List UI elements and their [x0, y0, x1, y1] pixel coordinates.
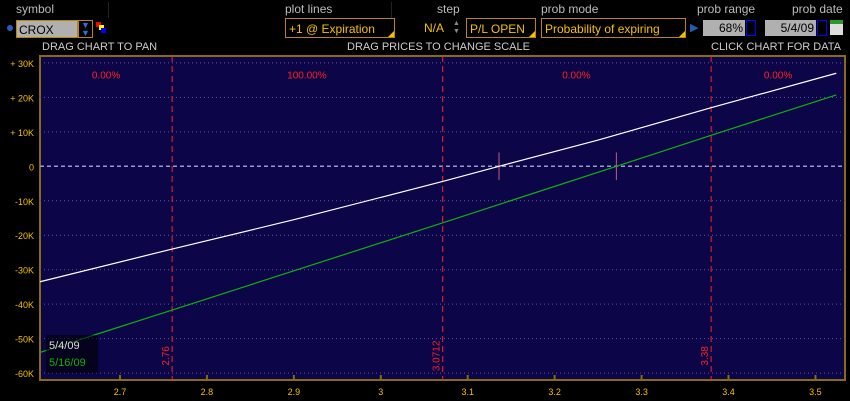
legend-entry: 5/4/09	[49, 340, 80, 352]
legend-box	[46, 335, 98, 374]
symbol-dropdown-button[interactable]: ▼ ▼	[78, 20, 93, 38]
scale-hint: DRAG PRICES TO CHANGE SCALE	[347, 41, 530, 53]
prob-date-spinner[interactable]	[817, 20, 827, 36]
pl-chart[interactable]: + 30K + 20K + 10K 0 -10K -20K -30K -40K -50K -60K…	[0, 54, 850, 401]
y-tick-label: -40K	[15, 300, 34, 310]
x-tick-label: 3.4	[722, 387, 735, 397]
pan-hint: DRAG CHART TO PAN	[42, 41, 158, 53]
calendar-icon[interactable]	[830, 20, 843, 35]
step-spinner[interactable]: ▲ ▼	[453, 20, 460, 35]
pl-line-5-4-09	[39, 72, 837, 283]
plot-lines-value: +1 @ Expiration	[289, 22, 375, 36]
y-tick-label: -10K	[15, 197, 34, 207]
symbol-input[interactable]: CROX	[16, 20, 78, 38]
legend-entry: 5/16/09	[49, 357, 86, 369]
plot-lines-label: plot lines	[285, 2, 333, 16]
y-tick-label: -30K	[15, 266, 34, 276]
x-tick-label: 2.9	[288, 387, 301, 397]
x-tick-label: 3.3	[635, 387, 648, 397]
probability-label: 100.00%	[287, 71, 327, 82]
pl-mode-select[interactable]: P/L OPEN	[466, 18, 536, 38]
prob-mode-select[interactable]: Probability of expiring	[541, 18, 686, 38]
prob-line-label: 3.38	[700, 346, 711, 366]
link-color-icon[interactable]	[96, 22, 106, 34]
step-label: step	[437, 2, 460, 16]
y-tick-label: + 20K	[10, 93, 34, 103]
x-tick-label: 3	[378, 387, 383, 397]
pl-mode-value: P/L OPEN	[470, 22, 525, 36]
prob-date-input[interactable]: 5/4/09	[765, 20, 816, 36]
x-tick-label: 3.1	[461, 387, 474, 397]
plot-lines-select[interactable]: +1 @ Expiration	[285, 18, 395, 38]
x-tick-label: 2.7	[114, 387, 127, 397]
y-tick-label: -60K	[15, 369, 34, 379]
prob-mode-value: Probability of expiring	[545, 22, 660, 36]
prob-line-label: 2.76	[161, 346, 172, 366]
prob-range-spinner[interactable]	[746, 20, 756, 36]
prob-range-label: prob range	[697, 2, 756, 16]
probability-label: 0.00%	[92, 71, 120, 82]
prob-range-input[interactable]: 68%	[703, 20, 745, 36]
y-tick-label: + 30K	[10, 59, 34, 69]
symbol-label: symbol	[16, 2, 55, 16]
probability-label: 0.00%	[764, 71, 792, 82]
y-tick-label: + 10K	[10, 128, 34, 138]
x-tick-label: 3.5	[809, 387, 822, 397]
y-tick-label: -50K	[15, 335, 34, 345]
data-hint: CLICK CHART FOR DATA	[711, 41, 841, 53]
pl-line-5-16-09	[39, 94, 837, 353]
x-tick-label: 3.2	[548, 387, 561, 397]
step-value: N/A	[424, 21, 445, 35]
prob-mode-label: prob mode	[541, 2, 599, 16]
link-dot-icon	[7, 25, 13, 31]
y-tick-label: -20K	[15, 231, 34, 241]
x-tick-label: 2.8	[201, 387, 214, 397]
probability-label: 0.00%	[562, 71, 590, 82]
prob-line-label: 3.0712	[432, 340, 443, 371]
prob-date-label: prob date	[792, 2, 843, 16]
y-tick-label: 0	[29, 162, 34, 172]
expand-arrow-icon[interactable]: ▶	[690, 22, 699, 34]
